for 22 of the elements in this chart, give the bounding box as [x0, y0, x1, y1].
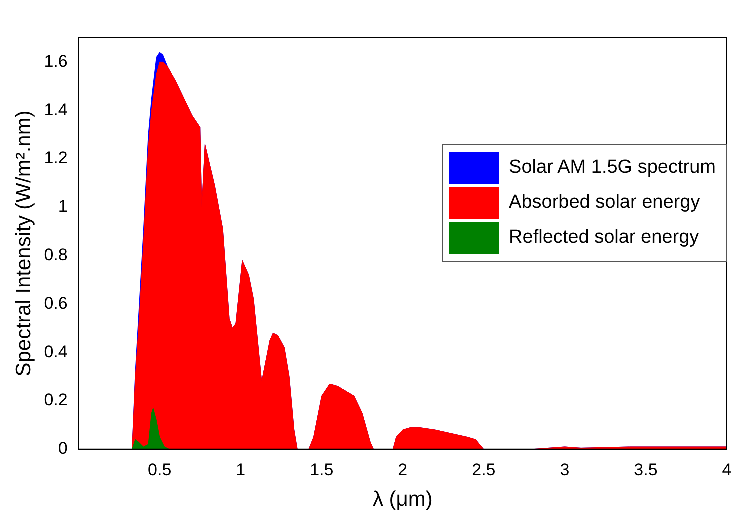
x-tick-label: 3 — [560, 460, 570, 480]
y-tick-label: 1.4 — [44, 100, 68, 120]
legend-label: Reflected solar energy — [509, 227, 700, 249]
y-tick-label: 1.2 — [44, 148, 68, 168]
x-tick-label: 3.5 — [634, 460, 658, 480]
x-tick-label: 2.5 — [472, 460, 496, 480]
y-tick-label: 0.8 — [44, 245, 68, 264]
y-tick-label: 0.4 — [44, 342, 68, 362]
x-tick-label: 4 — [722, 460, 732, 480]
legend-label: Absorbed solar energy — [509, 192, 700, 214]
y-tick-label: 0.6 — [44, 294, 68, 313]
y-tick-label: 1.6 — [44, 52, 68, 71]
x-tick-label: 2 — [398, 460, 408, 480]
x-tick-label: 0.5 — [148, 460, 172, 480]
y-tick-label: 1 — [58, 197, 68, 216]
y-axis-title: Spectral Intensity (W/m².nm) — [12, 110, 36, 377]
legend-label: Solar AM 1.5G spectrum — [509, 157, 716, 179]
y-tick-label: 0 — [58, 439, 68, 458]
y-tick-label: 0.2 — [44, 390, 68, 410]
x-tick-label: 1.5 — [310, 460, 334, 480]
x-axis-title: λ (μm) — [372, 488, 433, 512]
x-tick-label: 1 — [236, 460, 246, 480]
